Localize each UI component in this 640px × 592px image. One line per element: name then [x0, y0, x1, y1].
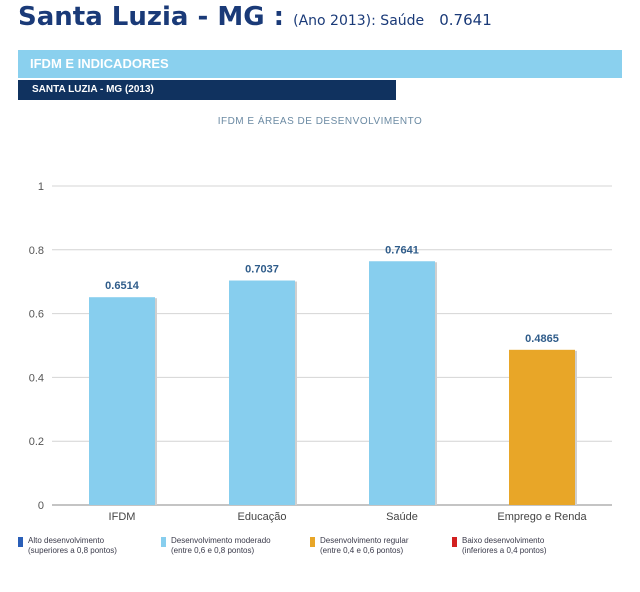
legend-text-moderate: Desenvolvimento moderado (entre 0,6 e 0,…: [171, 536, 271, 556]
data-label: 0.7037: [245, 264, 279, 276]
page-title-subtitle: (Ano 2013): Saúde: [293, 13, 425, 29]
y-tick-label: 0: [38, 500, 44, 512]
legend-range-moderate: (entre 0,6 e 0,8 pontos): [171, 546, 255, 555]
legend-label-high: Alto desenvolvimento: [28, 536, 105, 545]
x-tick-label: Emprego e Renda: [497, 511, 587, 523]
legend-label-regular: Desenvolvimento regular: [320, 536, 409, 545]
y-tick-label: 0.4: [29, 372, 44, 384]
page-title: Santa Luzia - MG : (Ano 2013): Saúde 0.7…: [18, 2, 492, 36]
legend-text-high: Alto desenvolvimento (superiores a 0,8 p…: [28, 536, 117, 556]
x-tick-label: Saúde: [386, 511, 418, 523]
page-title-value: 0.7641: [439, 11, 492, 29]
section-band: IFDM E INDICADORES: [18, 50, 622, 78]
page-title-main: Santa Luzia - MG :: [18, 2, 285, 32]
bar: [229, 280, 295, 505]
y-tick-label: 0.6: [29, 309, 44, 321]
legend-swatch-regular: [310, 537, 315, 547]
municipality-band: SANTA LUZIA - MG (2013): [18, 80, 396, 100]
x-tick-label: Educação: [238, 511, 287, 523]
y-tick-label: 1: [38, 181, 44, 193]
legend-range-regular: (entre 0,4 e 0,6 pontos): [320, 546, 404, 555]
chart-title: IFDM E ÁREAS DE DESENVOLVIMENTO: [217, 116, 423, 127]
legend-swatch-high: [18, 537, 23, 547]
legend-label-low: Baixo desenvolvimento: [462, 536, 545, 545]
data-label: 0.4865: [525, 333, 559, 345]
x-tick-label: IFDM: [109, 511, 136, 523]
bar: [89, 297, 155, 505]
data-label: 0.7641: [385, 244, 419, 256]
legend-text-regular: Desenvolvimento regular (entre 0,4 e 0,6…: [320, 536, 409, 556]
bar: [369, 261, 435, 505]
y-tick-label: 0.2: [29, 436, 44, 448]
legend-swatch-low: [452, 537, 457, 547]
bar: [509, 349, 575, 505]
y-tick-label: 0.8: [29, 245, 44, 257]
legend-swatch-moderate: [161, 537, 166, 547]
legend-label-moderate: Desenvolvimento moderado: [171, 536, 271, 545]
data-label: 0.6514: [105, 280, 140, 292]
legend-range-low: (inferiores a 0,4 pontos): [462, 546, 547, 555]
legend-text-low: Baixo desenvolvimento (inferiores a 0,4 …: [462, 536, 547, 556]
legend-range-high: (superiores a 0,8 pontos): [28, 546, 117, 555]
